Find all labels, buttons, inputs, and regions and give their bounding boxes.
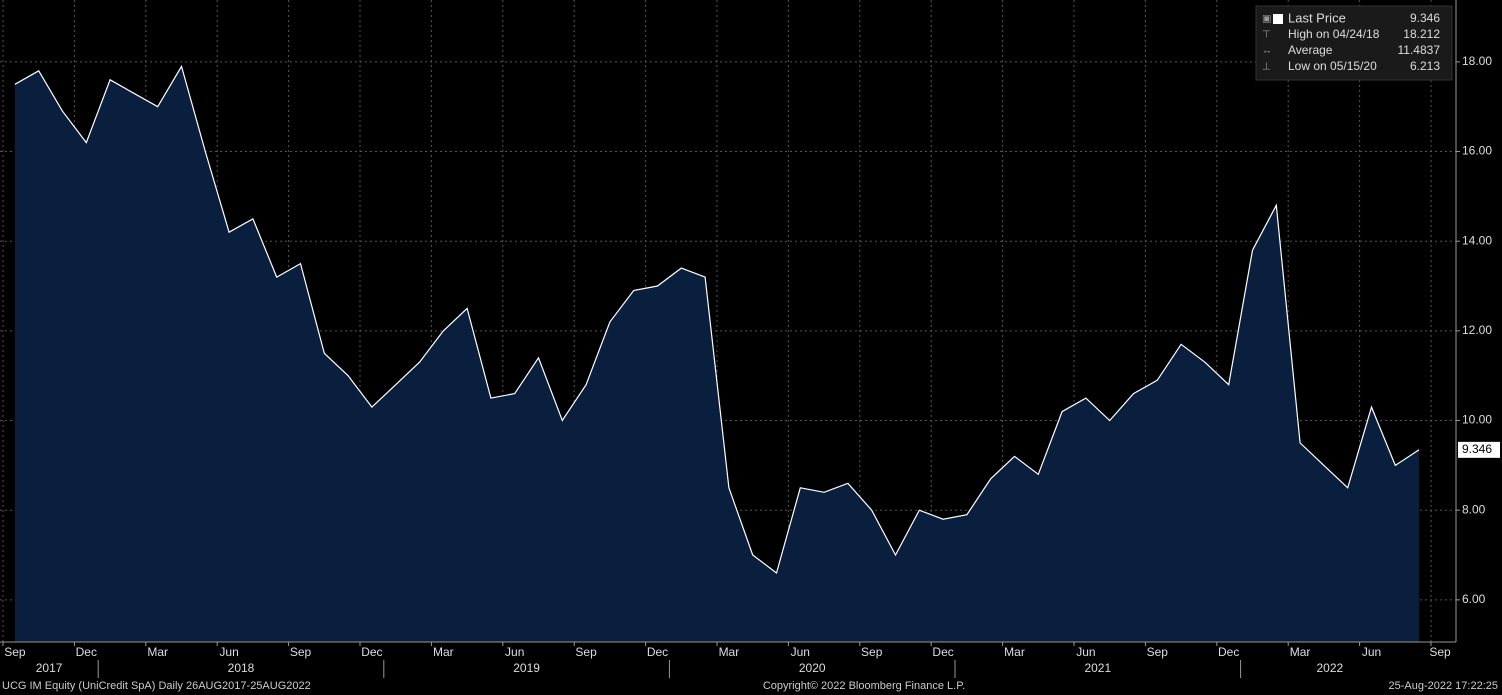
x-tick-label: Mar [1004, 645, 1025, 659]
x-tick-label: Dec [932, 645, 953, 659]
footer-right: 25-Aug-2022 17:22:25 [1389, 680, 1498, 692]
x-tick-label: Sep [4, 645, 26, 659]
legend-value: 18.212 [1403, 27, 1440, 41]
y-tick-label: 16.00 [1462, 144, 1492, 158]
x-tick-label: Mar [147, 645, 168, 659]
x-tick-label: Jun [1076, 645, 1095, 659]
y-tick-label: 12.00 [1462, 323, 1492, 337]
x-year-label: 2017 [36, 661, 63, 675]
x-tick-label: Dec [1218, 645, 1239, 659]
axes: 6.00 8.00 10.00 12.00 14.00 16.00 18.00 Sep Dec M… [2, 54, 1500, 678]
legend-icon: ⊥ [1262, 62, 1271, 73]
legend-label: Average [1288, 43, 1333, 57]
x-year-label: 2021 [1084, 661, 1111, 675]
legend-icon: ↔ [1262, 46, 1272, 57]
legend-icon: ▣ [1262, 14, 1271, 25]
legend-label: Low on 05/15/20 [1288, 59, 1377, 73]
y-tick-label: 18.00 [1462, 54, 1492, 68]
last-price-box [1458, 441, 1500, 458]
x-tick-label: Jun [219, 645, 238, 659]
footer-center: Copyright© 2022 Bloomberg Finance L.P. [763, 680, 965, 692]
footer-left: UCG IM Equity (UniCredit SpA) Daily 26AU… [2, 680, 311, 692]
legend-label: Last Price [1288, 10, 1346, 25]
x-tick-label: Dec [76, 645, 97, 659]
legend-label: High on 04/24/18 [1288, 27, 1380, 41]
legend-value: 11.4837 [1398, 43, 1441, 57]
x-year-label: 2020 [799, 661, 826, 675]
last-price-label: 9.346 [1462, 442, 1492, 456]
x-tick-label: Sep [1429, 645, 1451, 659]
x-tick-label: Mar [1290, 645, 1311, 659]
y-tick-label: 8.00 [1462, 502, 1486, 516]
x-tick-label: Sep [290, 645, 312, 659]
legend: ▣ Last Price 9.346 ⊤ High on 04/24/18 18.212 ↔… [1255, 5, 1453, 81]
x-tick-label: Jun [791, 645, 810, 659]
x-tick-label: Dec [361, 645, 382, 659]
x-tick-label: Sep [861, 645, 883, 659]
price-line [14, 64, 1420, 575]
x-tick-label: Sep [575, 645, 597, 659]
x-tick-label: Mar [719, 645, 740, 659]
legend-swatch [1273, 14, 1283, 24]
legend-value: 6.213 [1410, 59, 1440, 73]
plot [14, 64, 1420, 642]
legend-icon: ⊤ [1262, 30, 1271, 41]
x-tick-label: Jun [505, 645, 524, 659]
x-year-label: 2019 [513, 661, 540, 675]
y-tick-label: 6.00 [1462, 592, 1486, 606]
x-year-label: 2018 [228, 661, 255, 675]
y-tick-label: 14.00 [1462, 233, 1492, 247]
x-tick-label: Mar [433, 645, 454, 659]
legend-box [1255, 5, 1453, 81]
legend-value: 9.346 [1410, 11, 1440, 25]
x-tick-label: Jun [1362, 645, 1381, 659]
x-year-label: 2022 [1316, 661, 1343, 675]
x-tick-label: Sep [1147, 645, 1169, 659]
x-tick-label: Dec [647, 645, 668, 659]
area [14, 66, 1420, 642]
y-tick-label: 10.00 [1462, 413, 1492, 427]
